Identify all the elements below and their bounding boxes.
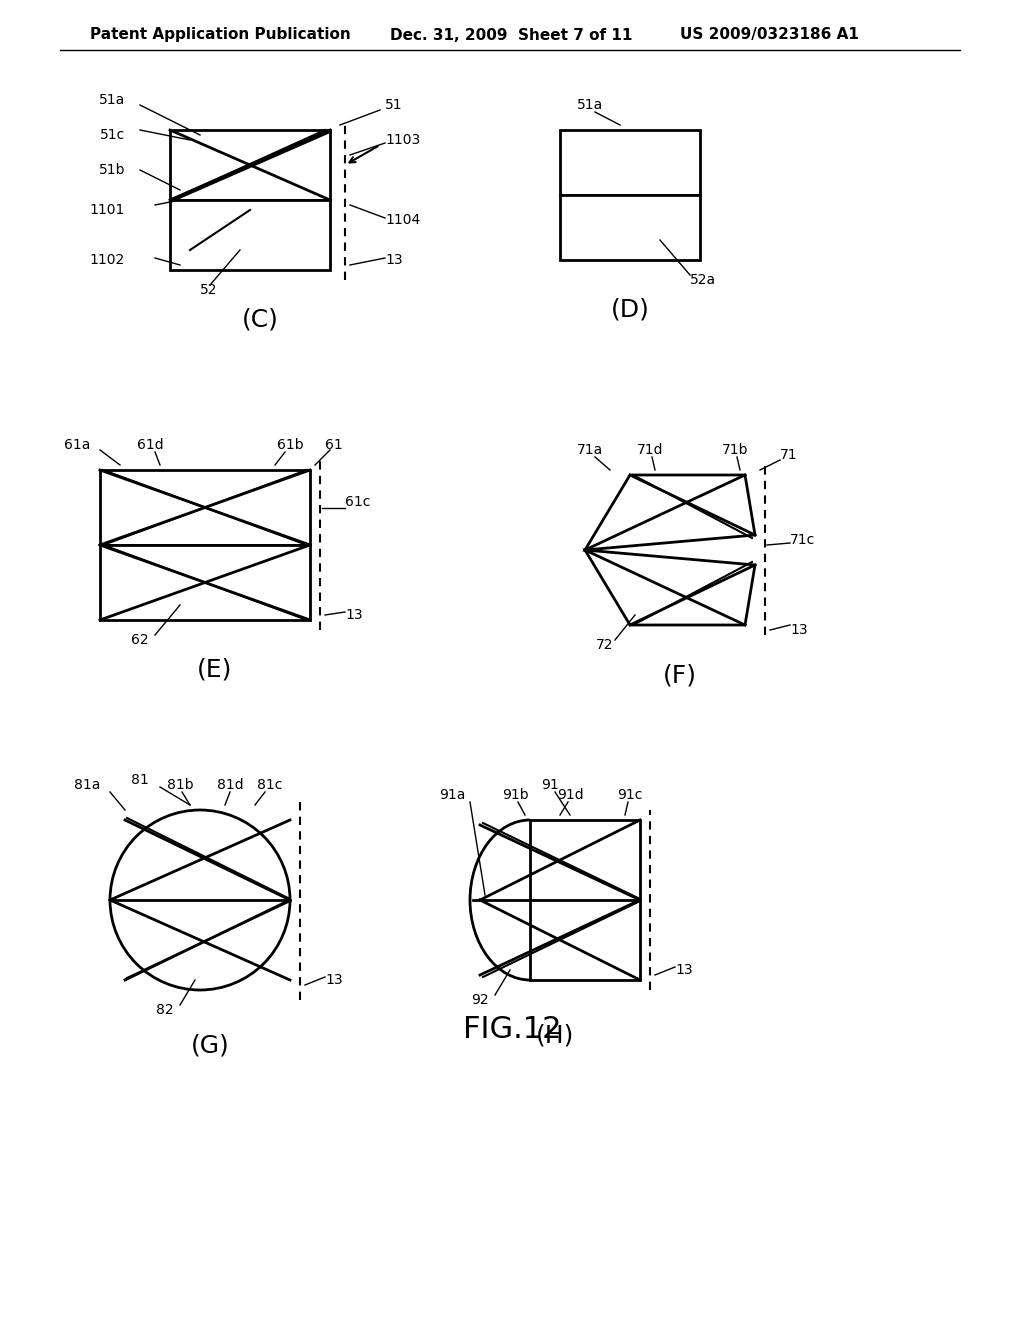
Text: 13: 13 xyxy=(345,609,362,622)
Bar xyxy=(100,470,310,545)
Text: 13: 13 xyxy=(385,253,402,267)
Text: 51: 51 xyxy=(385,98,402,112)
Text: 71a: 71a xyxy=(577,444,603,457)
Text: 52a: 52a xyxy=(690,273,716,286)
Text: US 2009/0323186 A1: US 2009/0323186 A1 xyxy=(680,28,859,42)
Text: 62: 62 xyxy=(131,634,148,647)
Text: 61d: 61d xyxy=(136,438,163,451)
Text: 61: 61 xyxy=(325,438,343,451)
Text: 91d: 91d xyxy=(557,788,584,803)
Text: FIG.12: FIG.12 xyxy=(463,1015,561,1044)
Text: 1104: 1104 xyxy=(385,213,420,227)
Text: 61c: 61c xyxy=(345,495,371,510)
Text: 13: 13 xyxy=(325,973,343,987)
Text: (G): (G) xyxy=(190,1034,229,1057)
Text: 82: 82 xyxy=(157,1003,174,1016)
Text: 81c: 81c xyxy=(257,777,283,792)
Text: 71c: 71c xyxy=(790,533,815,546)
Text: (D): (D) xyxy=(610,298,649,322)
Text: Dec. 31, 2009  Sheet 7 of 11: Dec. 31, 2009 Sheet 7 of 11 xyxy=(390,28,633,42)
Text: 13: 13 xyxy=(675,964,692,977)
Bar xyxy=(560,129,700,195)
Text: 92: 92 xyxy=(471,993,488,1007)
Text: 81d: 81d xyxy=(217,777,244,792)
Text: 81b: 81b xyxy=(167,777,194,792)
Text: 51b: 51b xyxy=(98,162,125,177)
Bar xyxy=(170,129,330,201)
Text: 1101: 1101 xyxy=(90,203,125,216)
Text: 91b: 91b xyxy=(502,788,528,803)
Text: 91: 91 xyxy=(541,777,559,792)
Text: 61a: 61a xyxy=(63,438,90,451)
Bar xyxy=(530,820,640,979)
Text: 51a: 51a xyxy=(98,92,125,107)
Text: 51a: 51a xyxy=(577,98,603,112)
Text: 91a: 91a xyxy=(438,788,465,803)
Text: 81: 81 xyxy=(131,774,148,787)
Text: (E): (E) xyxy=(198,657,232,682)
Text: (C): (C) xyxy=(242,308,279,333)
Text: 1102: 1102 xyxy=(90,253,125,267)
Text: 71b: 71b xyxy=(722,444,749,457)
Text: 61b: 61b xyxy=(276,438,303,451)
Bar xyxy=(170,201,330,271)
Text: (F): (F) xyxy=(663,663,697,686)
Text: 81a: 81a xyxy=(74,777,100,792)
Text: Patent Application Publication: Patent Application Publication xyxy=(90,28,351,42)
Text: 91c: 91c xyxy=(617,788,643,803)
Text: 1103: 1103 xyxy=(385,133,420,147)
Text: 72: 72 xyxy=(596,638,613,652)
Text: 52: 52 xyxy=(200,282,217,297)
Bar xyxy=(100,545,310,620)
Text: 13: 13 xyxy=(790,623,808,638)
Text: 51c: 51c xyxy=(99,128,125,143)
Bar xyxy=(560,195,700,260)
Text: (H): (H) xyxy=(536,1023,574,1047)
Text: 71d: 71d xyxy=(637,444,664,457)
Text: 71: 71 xyxy=(780,447,798,462)
